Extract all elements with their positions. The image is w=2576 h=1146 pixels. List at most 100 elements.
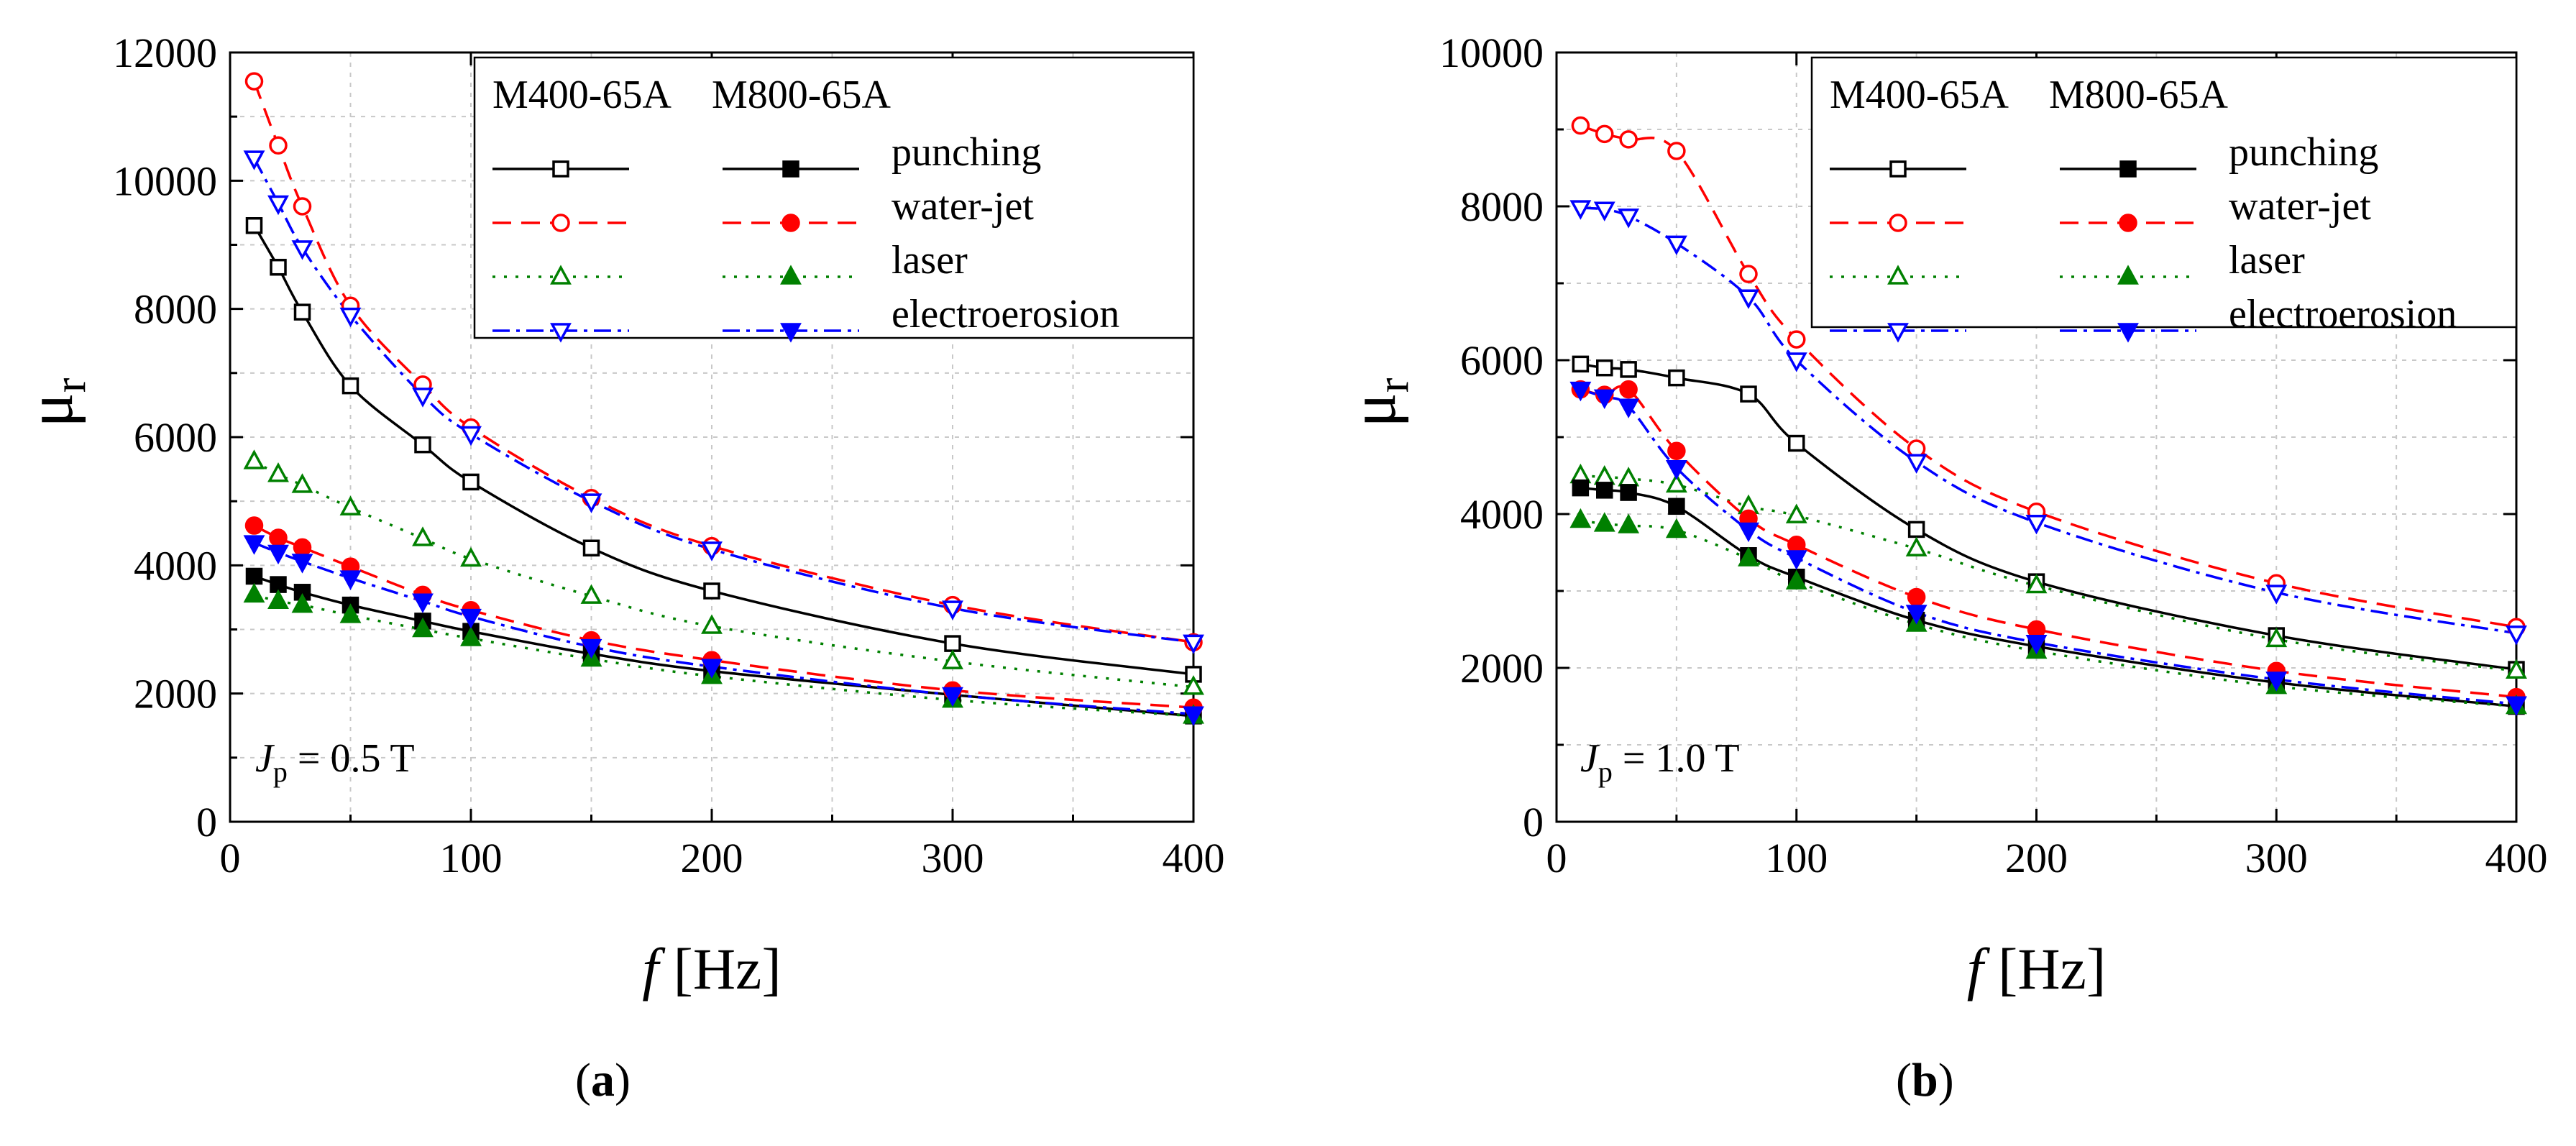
data-point-marker [1668,498,1685,515]
series-markers [1569,200,2527,646]
data-point-marker [1183,675,1204,695]
data-point-marker [1572,355,1590,373]
data-point-marker [1569,200,1592,220]
data-point-marker [1665,472,1687,493]
markers-layer [243,72,1204,726]
data-point-marker [942,600,963,620]
x-tick-label: 0 [1546,835,1567,881]
data-point-marker [1739,265,1758,283]
y-tick-label: 8000 [134,286,217,333]
data-point-marker [267,195,289,216]
annotation-subscript: p [1598,756,1613,788]
data-point-marker [1618,398,1640,418]
data-point-marker [414,436,431,454]
data-point-marker [412,526,434,546]
data-point-marker [291,592,313,613]
data-point-marker [2025,515,2048,535]
series-markers [243,535,1204,726]
data-point-marker [1593,464,1615,485]
series-markers [243,449,1204,695]
data-point-marker [342,377,359,395]
legend-header-m400: M400-65A [1830,73,2009,117]
x-axis-label-unit: [Hz] [674,936,781,1001]
legend-header-m400: M400-65A [492,73,671,117]
x-axis-label-symbol: f [642,936,673,1001]
data-point-marker [551,214,570,232]
series-markers [244,516,1203,718]
data-point-marker [339,570,362,590]
x-tick-label: 0 [220,835,241,881]
series-line [252,81,1193,644]
data-point-marker [1596,359,1613,377]
data-point-marker [291,473,313,493]
data-point-marker [580,638,602,659]
y-axis-label-symbol: μ [15,393,86,427]
series-markers [243,582,1204,724]
data-point-marker [1887,323,1909,343]
data-point-marker [244,72,264,91]
x-tick-label: 200 [681,835,743,881]
data-point-marker [550,265,572,285]
data-point-marker [1740,385,1757,403]
data-point-marker [243,449,265,469]
series-markers [243,150,1204,654]
data-point-marker [2506,625,2527,646]
data-point-marker [1738,522,1759,543]
y-tick-label: 0 [1523,799,1544,845]
induction-annotation: Jp = 1.0 T [1580,736,1740,788]
data-point-marker [243,582,265,603]
induction-annotation: Jp = 0.5 T [255,736,415,788]
x-axis-label-symbol: f [1967,936,1998,1001]
data-point-marker [1596,482,1613,499]
annotation-subscript: p [273,756,288,788]
series-line [253,541,1193,715]
data-point-marker [462,473,480,491]
data-point-marker [1667,441,1686,461]
y-tick-label: 2000 [134,671,217,718]
data-point-marker [1593,201,1615,221]
y-axis-label-subscript: r [46,377,95,393]
data-point-marker [293,303,311,321]
data-point-marker [2119,214,2137,232]
annotation-value: = 0.5 T [288,736,415,781]
data-point-marker [1788,434,1805,452]
series-line [1580,518,2516,708]
data-point-marker [412,617,434,638]
data-point-marker [780,265,802,285]
x-tick-label: 400 [2485,835,2548,881]
data-point-marker [291,240,313,260]
data-point-marker [1619,130,1638,149]
legend-label: electroerosion [2229,292,2457,336]
series-markers [245,217,1202,683]
legend-label: laser [891,238,968,283]
legend-label: punching [891,130,1041,175]
data-point-marker [2025,573,2048,594]
data-point-marker [1618,208,1640,229]
x-tick-label: 100 [440,835,503,881]
data-point-marker [412,388,434,408]
legend-label: punching [2229,130,2378,175]
data-point-marker [1785,503,1807,523]
data-point-marker [460,626,482,646]
y-tick-label: 10000 [1439,29,1544,76]
series-line [1580,486,2516,708]
data-point-marker [580,493,602,513]
data-point-marker [1618,467,1640,487]
y-tick-label: 10000 [113,157,217,204]
data-point-marker [245,567,263,585]
data-point-marker [781,214,800,232]
data-point-marker [1619,380,1638,399]
data-point-marker [460,546,482,567]
caption-paren-open: ( [1896,1054,1912,1106]
data-point-marker [1905,454,1928,474]
data-point-marker [267,544,289,565]
data-point-marker [244,516,264,535]
x-axis-label: f [Hz] [642,936,781,1001]
y-tick-label: 6000 [1460,337,1544,384]
data-point-marker [2025,634,2048,655]
series-markers [1569,463,2527,679]
data-point-marker [1665,518,1687,538]
x-tick-label: 300 [2245,835,2308,881]
